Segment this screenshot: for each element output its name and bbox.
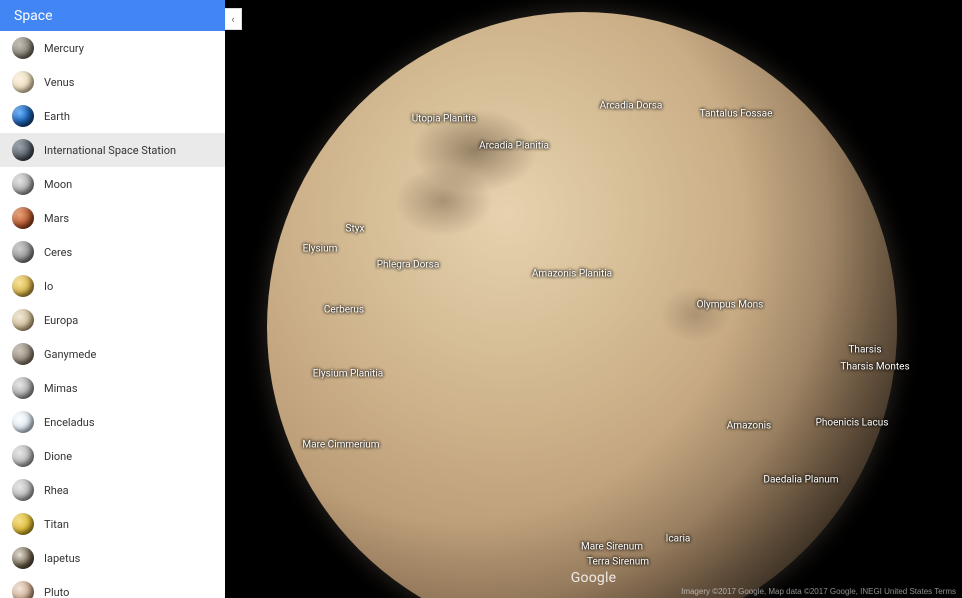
celestial-thumb-icon (12, 207, 34, 229)
sidebar-item-io[interactable]: Io (0, 269, 225, 303)
sidebar-item-mars[interactable]: Mars (0, 201, 225, 235)
sidebar-item-label: Ceres (44, 246, 72, 259)
planet-globe[interactable] (267, 12, 897, 598)
sidebar-item-label: Mercury (44, 42, 84, 55)
celestial-thumb-icon (12, 173, 34, 195)
sidebar-item-label: Dione (44, 450, 72, 463)
sidebar-item-international-space-station[interactable]: International Space Station (0, 133, 225, 167)
sidebar-item-label: Venus (44, 76, 74, 89)
sidebar-item-earth[interactable]: Earth (0, 99, 225, 133)
map-viewport[interactable]: Utopia PlanitiaArcadia DorsaTantalus Fos… (225, 0, 962, 598)
sidebar-header: Space (0, 0, 225, 31)
sidebar-item-rhea[interactable]: Rhea (0, 473, 225, 507)
celestial-thumb-icon (12, 581, 34, 598)
celestial-thumb-icon (12, 343, 34, 365)
celestial-thumb-icon (12, 547, 34, 569)
sidebar-item-titan[interactable]: Titan (0, 507, 225, 541)
sidebar-item-label: Mars (44, 212, 69, 225)
sidebar-item-label: Titan (44, 518, 69, 531)
celestial-thumb-icon (12, 445, 34, 467)
space-sidebar: Space Mercury Venus Earth International Spa… (0, 0, 225, 598)
sidebar-item-mimas[interactable]: Mimas (0, 371, 225, 405)
sidebar-item-venus[interactable]: Venus (0, 65, 225, 99)
sidebar-item-pluto[interactable]: Pluto (0, 575, 225, 598)
celestial-thumb-icon (12, 37, 34, 59)
map-attribution: Imagery ©2017 Google, Map data ©2017 Goo… (681, 587, 956, 596)
celestial-thumb-icon (12, 377, 34, 399)
celestial-thumb-icon (12, 513, 34, 535)
sidebar-item-label: Iapetus (44, 552, 80, 565)
sidebar-item-label: Europa (44, 314, 78, 327)
celestial-body-list[interactable]: Mercury Venus Earth International Space Sta… (0, 31, 225, 598)
sidebar-item-label: Io (44, 280, 53, 293)
sidebar-item-label: Enceladus (44, 416, 95, 429)
sidebar-item-ceres[interactable]: Ceres (0, 235, 225, 269)
sidebar-title: Space (14, 8, 53, 24)
sidebar-item-dione[interactable]: Dione (0, 439, 225, 473)
sidebar-item-label: Mimas (44, 382, 78, 395)
sidebar-item-europa[interactable]: Europa (0, 303, 225, 337)
celestial-thumb-icon (12, 479, 34, 501)
sidebar-item-label: Earth (44, 110, 70, 123)
sidebar-item-label: Rhea (44, 484, 69, 497)
sidebar-item-mercury[interactable]: Mercury (0, 31, 225, 65)
sidebar-item-ganymede[interactable]: Ganymede (0, 337, 225, 371)
sidebar-item-label: Pluto (44, 586, 69, 598)
collapse-sidebar-button[interactable]: ‹ (225, 8, 242, 30)
sidebar-item-iapetus[interactable]: Iapetus (0, 541, 225, 575)
app-root: Space Mercury Venus Earth International Spa… (0, 0, 962, 598)
celestial-thumb-icon (12, 105, 34, 127)
sidebar-item-label: Moon (44, 178, 72, 191)
chevron-left-icon: ‹ (231, 13, 234, 26)
sidebar-item-enceladus[interactable]: Enceladus (0, 405, 225, 439)
sidebar-item-moon[interactable]: Moon (0, 167, 225, 201)
celestial-thumb-icon (12, 411, 34, 433)
celestial-thumb-icon (12, 139, 34, 161)
sidebar-item-label: Ganymede (44, 348, 96, 361)
celestial-thumb-icon (12, 71, 34, 93)
celestial-thumb-icon (12, 309, 34, 331)
sidebar-item-label: International Space Station (44, 144, 176, 157)
celestial-thumb-icon (12, 275, 34, 297)
celestial-thumb-icon (12, 241, 34, 263)
